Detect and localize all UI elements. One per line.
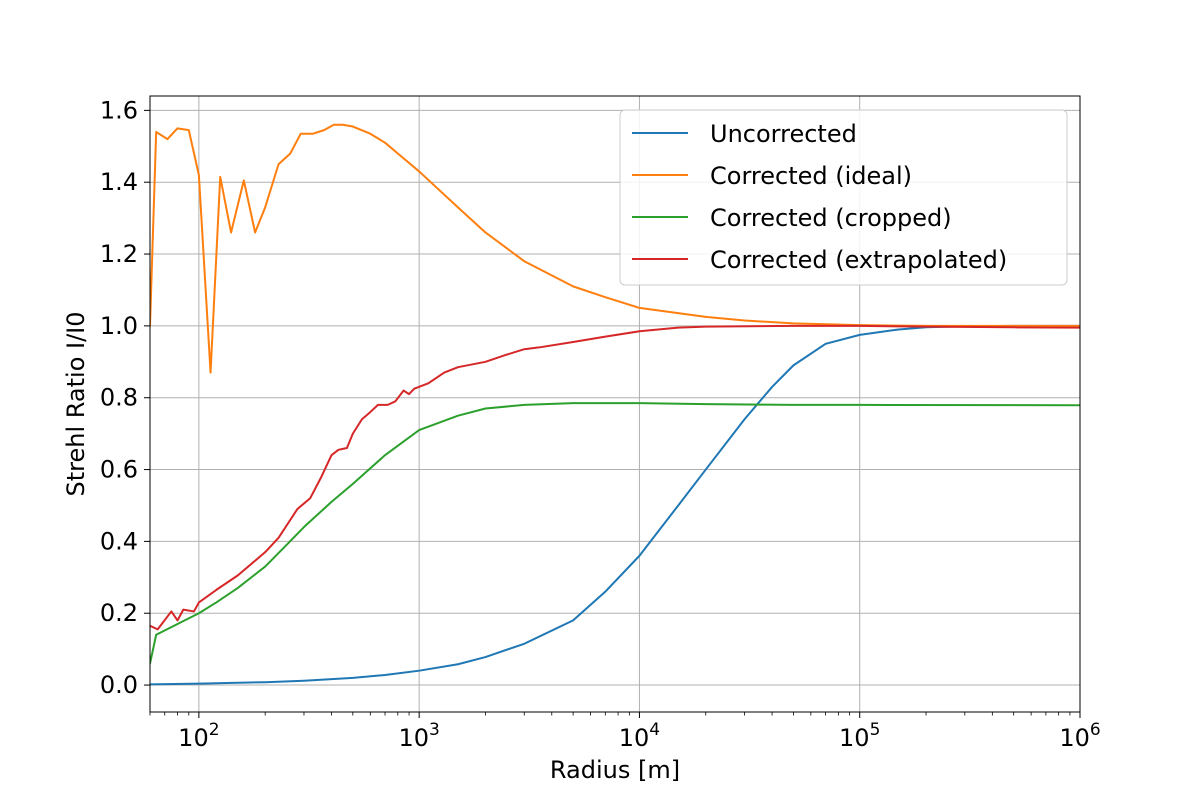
series-line-1 bbox=[150, 324, 1080, 686]
y-tick-label: 1.4 bbox=[100, 168, 138, 196]
y-tick-label: 1.0 bbox=[100, 312, 138, 340]
y-axis-label: Strehl Ratio I/I0 bbox=[62, 311, 90, 496]
series-line-3 bbox=[150, 402, 1080, 665]
y-tick-label: 0.0 bbox=[100, 671, 138, 699]
x-tick-label: 106 bbox=[1059, 720, 1100, 752]
legend-label: Uncorrected bbox=[710, 120, 857, 148]
x-tick-label: 103 bbox=[398, 720, 439, 752]
x-tick-label: 102 bbox=[178, 720, 219, 752]
legend-label: Corrected (ideal) bbox=[710, 162, 912, 190]
x-tick-label: 105 bbox=[839, 720, 880, 752]
plot-frame bbox=[149, 95, 1081, 713]
series-line-4 bbox=[150, 324, 1080, 631]
y-tick-label: 0.2 bbox=[100, 599, 138, 627]
y-tick-label: 1.2 bbox=[100, 240, 138, 268]
y-tick-label: 0.8 bbox=[100, 384, 138, 412]
axis-ticks: 102 103 104 105 106 0.0 0.2 0.4 0.6 0.8 1.0 1.2 1.4 1… bbox=[100, 96, 1101, 752]
y-tick-label: 0.6 bbox=[100, 456, 138, 484]
y-tick-label: 0.4 bbox=[100, 527, 138, 555]
legend-label: Corrected (cropped) bbox=[710, 204, 952, 232]
legend-box bbox=[619, 109, 1068, 286]
y-tick-label: 1.6 bbox=[100, 96, 138, 124]
x-axis-label: Radius [m] bbox=[550, 756, 680, 784]
series-line-2 bbox=[150, 123, 1080, 374]
legend-label: Corrected (extrapolated) bbox=[710, 246, 1007, 274]
series-lines bbox=[150, 123, 1080, 686]
legend: Uncorrected Corrected (ideal) Corrected (c… bbox=[619, 109, 1068, 286]
x-tick-label: 104 bbox=[619, 720, 660, 752]
